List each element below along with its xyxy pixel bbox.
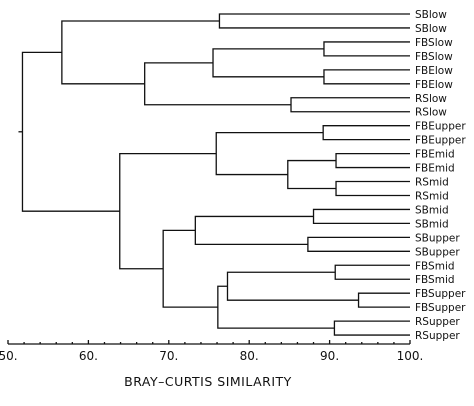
leaf-label: SBlow [415,9,447,21]
leaf-label: FBEmid [415,163,455,175]
leaf-label-group: SBlow SBlow FBSlow FBSlow FBElow FBElow RSlow R… [415,9,466,342]
leaf-label: RSlow [415,107,447,119]
branch-m14 [307,236,410,252]
leaf-label: SBupper [415,246,460,258]
leaf-label: FBEupper [415,121,466,133]
leaf-label: FBElow [415,65,453,77]
branch-m19 [333,320,410,336]
branch-m18 [226,271,359,301]
x-tick-label: 90. [320,349,339,363]
x-tick-label: 60. [79,349,98,363]
leaf-label: SBmid [415,218,449,230]
leaf-label: FBElow [415,79,453,91]
leaf-label: SBupper [415,232,460,244]
branch-m11 [287,159,337,190]
x-tick-label: 70. [159,349,178,363]
leaf-label: FBSmid [415,260,455,272]
branch-m20 [217,285,335,329]
leaf-label: FBEupper [415,135,466,147]
leaf-label: FBSupper [415,302,466,314]
branch-m05 [290,97,410,113]
branch-m17 [357,292,410,308]
leaf-label: FBEmid [415,149,455,161]
leaf-label: FBSlow [415,37,453,49]
x-tick-label: 100. [397,349,424,363]
branch-m07 [61,20,220,85]
leaf-label: RSmid [415,190,449,202]
branch-group [18,13,410,336]
leaf-label: RSmid [415,177,449,189]
leaf-label: SBlow [415,23,447,35]
branch-m23 [21,51,120,212]
branch-m06 [144,62,292,106]
x-axis-title: BRAY–CURTIS SIMILARITY [124,374,292,389]
branch-m21 [162,229,218,308]
x-tick-label: 50. [0,349,18,363]
branch-m15 [194,215,314,245]
branch-m02 [323,41,410,57]
leaf-label: RSupper [415,316,460,328]
x-tick-label: 80. [240,349,259,363]
leaf-label: RSlow [415,93,447,105]
branch-m22 [119,152,217,270]
branch-m16 [334,264,410,280]
leaf-label: FBSlow [415,51,453,63]
branch-m03 [323,69,410,85]
leaf-label: FBSmid [415,274,455,286]
branch-m12 [215,132,324,176]
leaf-label: SBmid [415,204,449,216]
leaf-label: FBSupper [415,288,466,300]
leaf-label: RSupper [415,330,460,342]
branch-m13 [312,208,410,225]
branch-m04 [212,48,324,78]
x-axis: 50. 60. 70. 80. 90. 100. [0,340,423,363]
branch-m10 [335,180,410,197]
branch-m09 [335,152,410,169]
branch-m08 [322,125,410,141]
branch-m01 [218,13,410,29]
